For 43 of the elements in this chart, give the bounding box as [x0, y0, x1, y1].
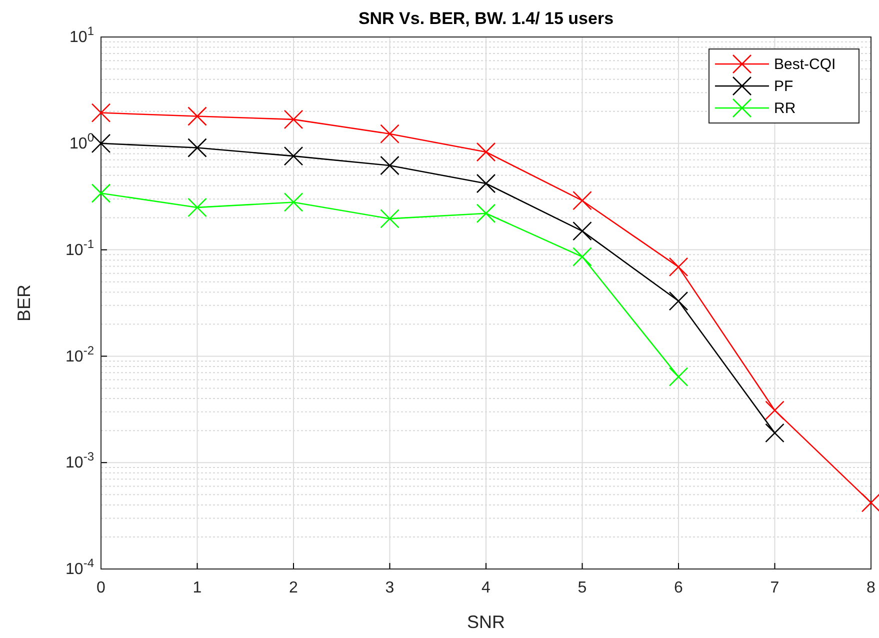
x-axis-title: SNR [466, 612, 506, 632]
point [284, 146, 304, 166]
point [380, 124, 400, 144]
point [91, 103, 111, 122]
point [668, 291, 688, 311]
point [861, 493, 879, 512]
point [572, 190, 592, 210]
legend-label: Best-CQI [774, 56, 836, 73]
x-tick-label: 3 [385, 579, 394, 596]
x-tick-label: 7 [770, 579, 780, 596]
y-axis-title: BER [14, 284, 34, 322]
x-tick-label: 4 [482, 579, 491, 596]
chart-title: SNR Vs. BER, BW. 1.4/ 15 users [358, 9, 614, 28]
y-tick-label: 10$^{-4}$ [66, 556, 94, 578]
point [765, 423, 784, 443]
x-tick-label: 0 [96, 579, 106, 596]
y-tick-label: 10$^{-2}$ [66, 343, 94, 366]
point [668, 257, 688, 277]
x-tick-label: 8 [866, 579, 876, 596]
point [284, 110, 304, 130]
point [284, 192, 304, 212]
point [188, 106, 207, 126]
point [476, 174, 496, 194]
point [572, 247, 592, 266]
point [476, 204, 496, 224]
point [476, 142, 496, 162]
y-tick-label: 10$^{-3}$ [66, 450, 94, 472]
point [765, 400, 784, 420]
y-tick-label: 10$^{1}$ [70, 24, 94, 46]
point [668, 367, 688, 386]
x-tick-label: 6 [674, 579, 684, 596]
point [380, 156, 400, 176]
point [188, 198, 207, 218]
x-tick-label: 2 [289, 579, 298, 596]
point [91, 184, 111, 203]
point [380, 209, 400, 228]
y-tick-label: 10$^{-1}$ [66, 236, 94, 259]
point [188, 138, 207, 158]
x-tick-label: 5 [578, 579, 587, 596]
legend-label: RR [774, 100, 796, 117]
legend-label: PF [774, 78, 794, 95]
point [572, 221, 592, 241]
x-tick-label: 1 [192, 579, 202, 596]
